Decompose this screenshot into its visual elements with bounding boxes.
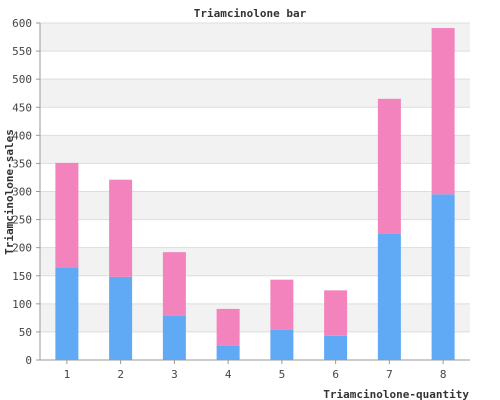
grid-band [40, 331, 470, 360]
grid-band [40, 23, 470, 52]
grid-band [40, 275, 470, 304]
grid-band [40, 79, 470, 108]
bar-segment-series-2 [270, 279, 294, 330]
grid-band [40, 107, 470, 136]
chart-title: Triamcinolone bar [194, 7, 307, 20]
y-tick-label: 600 [12, 17, 32, 30]
grid-band [40, 135, 470, 164]
bars [55, 28, 455, 360]
x-tick-labels: 1 2 3 4 5 6 7 8 [64, 360, 447, 381]
x-tick-label: 6 [332, 368, 339, 381]
axes [39, 23, 470, 361]
grid-band [40, 51, 470, 80]
y-axis-label: Triamcinolone-sales [3, 129, 16, 255]
bar-segment-series-1 [270, 329, 294, 360]
bar-segment-series-2 [377, 98, 401, 234]
bar-segment-series-2 [109, 179, 133, 277]
grid-band [40, 191, 470, 220]
bar-segment-series-1 [431, 194, 455, 360]
y-tick-labels: 0 50 100 150 200 250 300 350 400 450 500 550 600 [12, 17, 32, 367]
y-tick-label: 250 [12, 214, 32, 227]
bar-segment-series-1 [324, 335, 348, 360]
grid-band [40, 163, 470, 192]
bar-segment-series-1 [162, 315, 186, 360]
y-tick-label: 400 [12, 129, 32, 142]
bar-segment-series-1 [216, 345, 240, 360]
x-tick-label: 7 [386, 368, 393, 381]
y-tick-label: 50 [19, 326, 32, 339]
bar-segment-series-1 [109, 276, 133, 360]
x-tick-label: 8 [440, 368, 447, 381]
x-tick-label: 5 [279, 368, 286, 381]
y-tick-label: 550 [12, 45, 32, 58]
bar-segment-series-2 [216, 308, 240, 346]
y-tick-label: 150 [12, 270, 32, 283]
bar-segment-series-1 [55, 267, 79, 360]
x-tick-label: 3 [171, 368, 178, 381]
bar-segment-series-2 [55, 162, 79, 268]
y-tick-label: 500 [12, 73, 32, 86]
grid-band [40, 219, 470, 248]
bar-segment-series-2 [324, 290, 348, 336]
x-tick-label: 1 [64, 368, 71, 381]
bar-segment-series-1 [377, 233, 401, 360]
x-axis-label: Triamcinolone-quantity [323, 388, 469, 400]
y-tick-label: 300 [12, 186, 32, 199]
grid-band [40, 247, 470, 276]
bar-segment-series-2 [431, 28, 455, 195]
y-tick-label: 200 [12, 242, 32, 255]
y-tick-label: 350 [12, 157, 32, 170]
bar-segment-series-2 [162, 252, 186, 316]
x-tick-label: 2 [117, 368, 124, 381]
y-tick-label: 450 [12, 101, 32, 114]
x-tick-label: 4 [225, 368, 232, 381]
grid-band [40, 303, 470, 332]
y-tick-label: 0 [25, 354, 32, 367]
y-tick-label: 100 [12, 298, 32, 311]
